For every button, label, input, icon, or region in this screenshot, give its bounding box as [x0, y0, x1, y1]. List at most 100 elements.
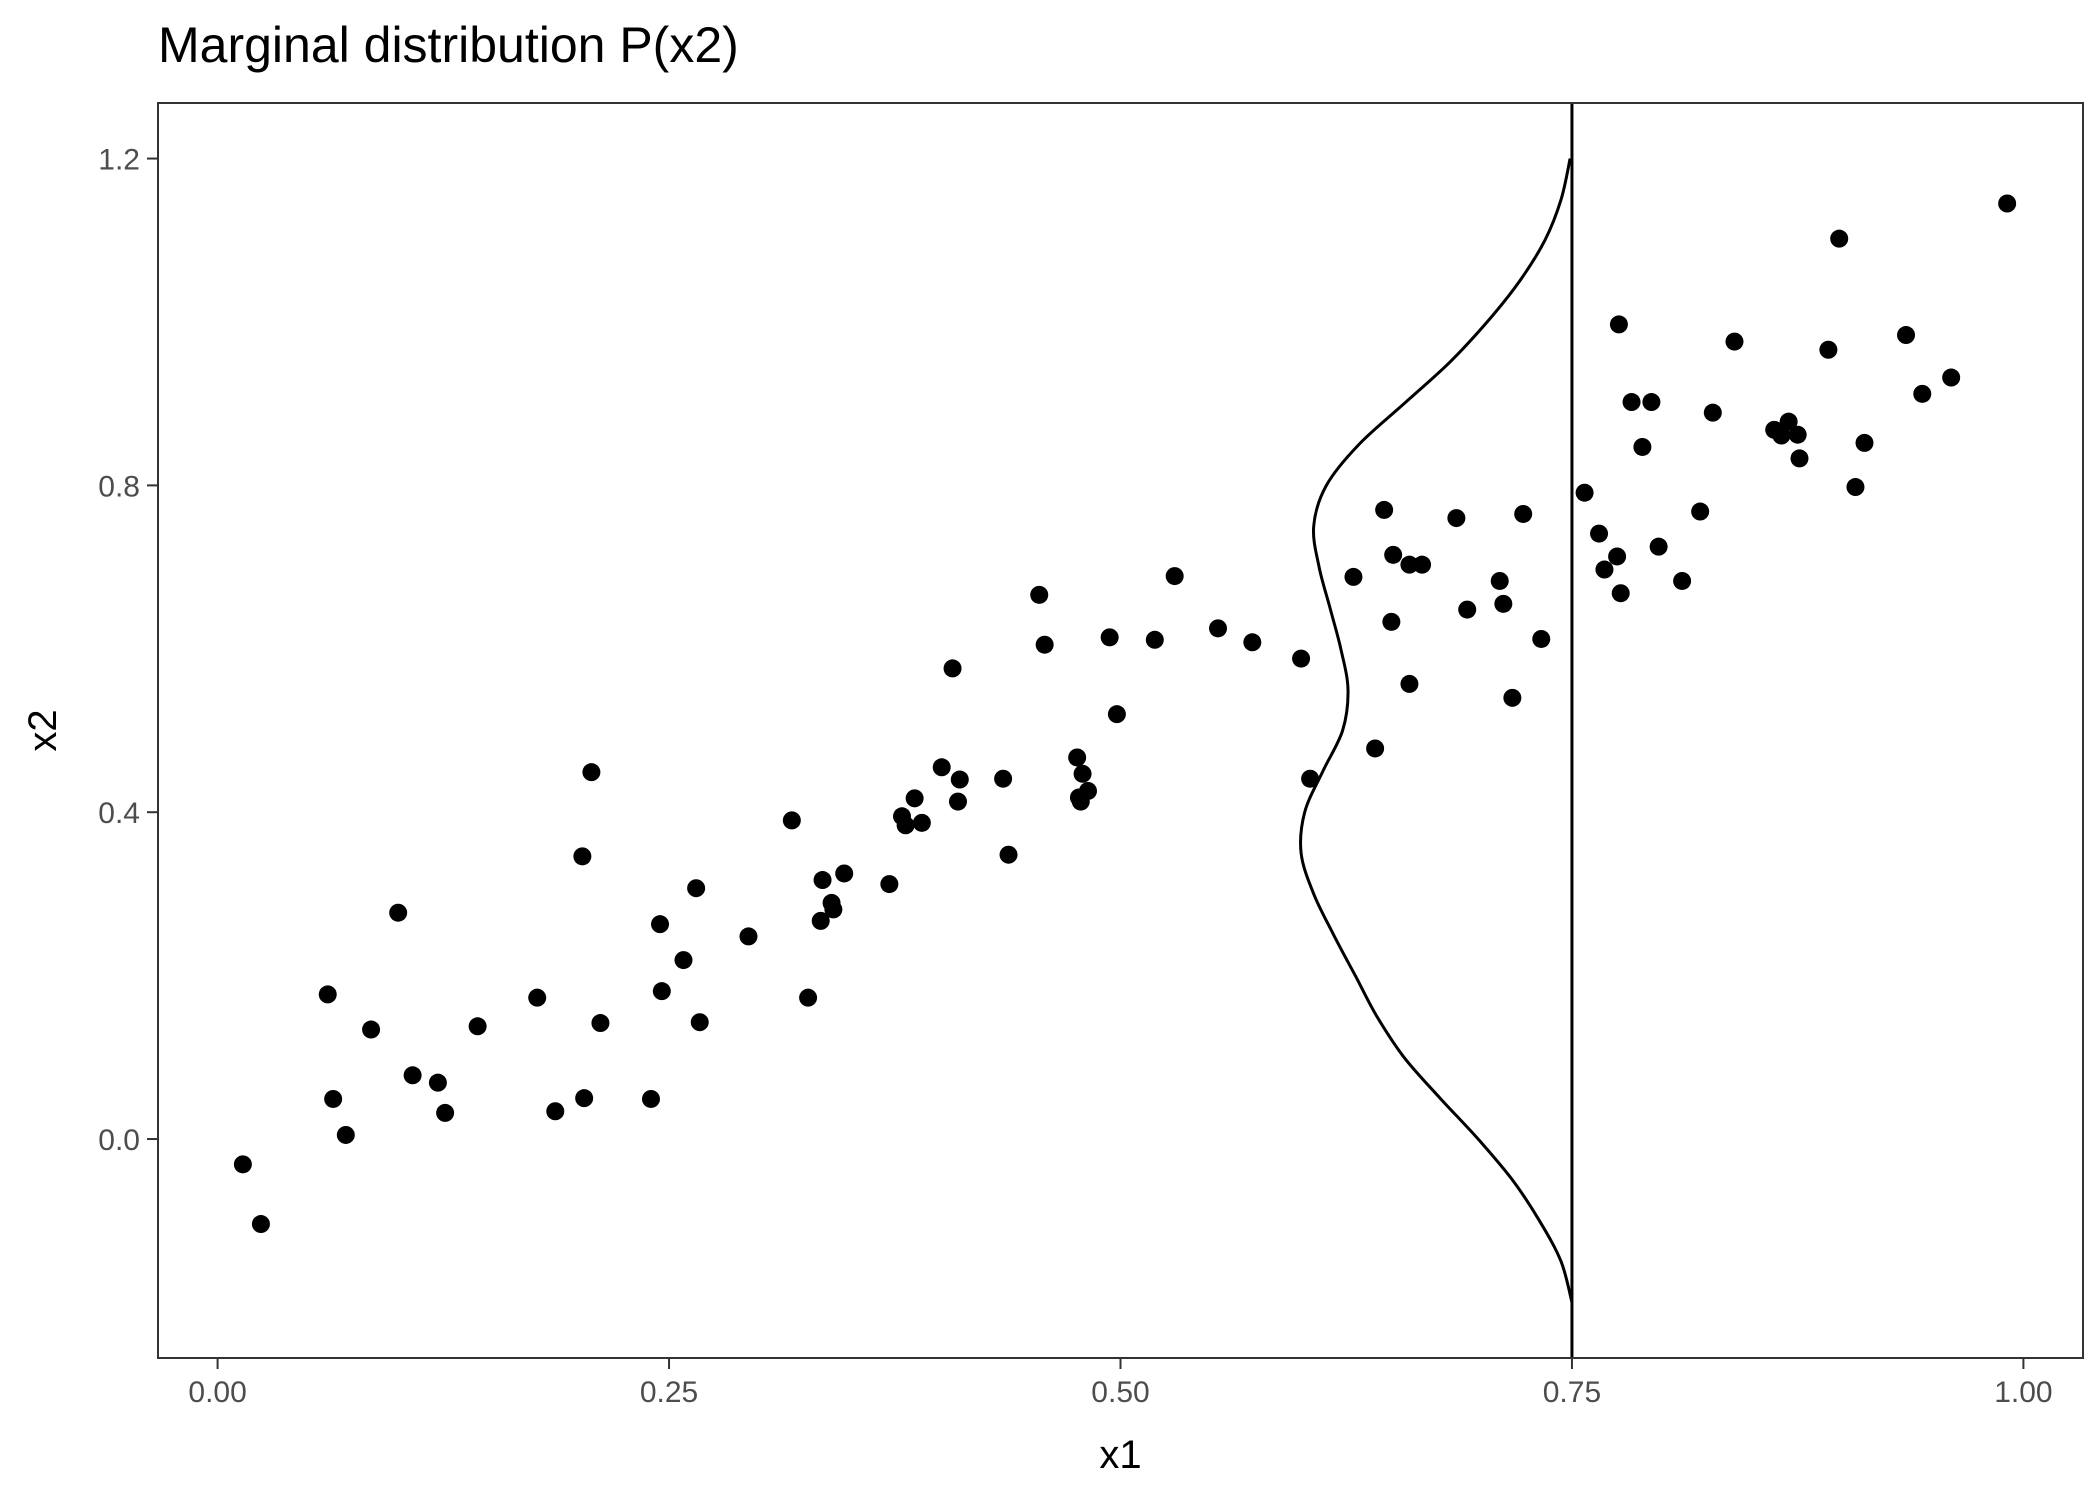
scatter-point	[1100, 628, 1119, 647]
scatter-point	[1855, 433, 1874, 452]
scatter-point	[403, 1066, 422, 1085]
scatter-point	[389, 903, 408, 922]
scatter-point	[1366, 739, 1385, 758]
scatter-point	[880, 875, 899, 894]
x-axis: 0.00 0.25 0.50 0.75 1.00	[188, 1358, 2053, 1409]
scatter-point	[336, 1125, 355, 1144]
scatter-point	[1382, 612, 1401, 631]
scatter-point	[1779, 412, 1798, 431]
scatter-point	[1384, 545, 1403, 564]
scatter-point	[674, 951, 693, 970]
scatter-point	[1725, 332, 1744, 351]
scatter-point	[950, 770, 969, 789]
y-tick-label: 0.0	[98, 1124, 140, 1157]
scatter-point	[811, 911, 830, 930]
scatter-point	[1642, 393, 1661, 412]
scatter-point	[799, 988, 818, 1007]
scatter-point	[1772, 426, 1791, 445]
scatter-point	[1788, 425, 1807, 444]
x-tick-label: 0.00	[188, 1376, 246, 1409]
scatter-points-layer	[233, 194, 2017, 1234]
scatter-point	[324, 1089, 343, 1108]
scatter-point	[1703, 403, 1722, 422]
scatter-point	[468, 1017, 487, 1036]
scatter-point	[1691, 502, 1710, 521]
scatter-point	[739, 927, 758, 946]
scatter-point	[318, 985, 337, 1004]
x-tick-label: 1.00	[1994, 1376, 2052, 1409]
scatter-point	[1413, 555, 1432, 574]
scatter-point	[1344, 567, 1363, 586]
scatter-point	[1301, 769, 1320, 788]
scatter-point	[1649, 537, 1668, 556]
scatter-point	[436, 1103, 455, 1122]
y-axis-title: x2	[21, 709, 65, 751]
scatter-point	[1532, 629, 1551, 648]
scatter-point	[362, 1020, 381, 1039]
scatter-point	[1608, 547, 1627, 566]
scatter-point	[824, 900, 843, 919]
scatter-point	[943, 659, 962, 678]
scatter-point	[573, 847, 592, 866]
scatter-point	[1595, 560, 1614, 579]
scatter-point	[1622, 393, 1641, 412]
chart-title: Marginal distribution P(x2)	[158, 17, 739, 73]
scatter-point	[1503, 688, 1522, 707]
scatter-point	[1447, 509, 1466, 528]
scatter-point	[1145, 630, 1164, 649]
y-axis: 0.0 0.4 0.8 1.2	[98, 144, 158, 1157]
x-tick-label: 0.25	[640, 1376, 698, 1409]
scatter-point	[690, 1013, 709, 1032]
scatter-point	[1209, 619, 1228, 638]
scatter-point	[1897, 326, 1916, 345]
y-tick-label: 0.8	[98, 470, 140, 503]
scatter-point	[652, 982, 671, 1001]
scatter-point	[813, 871, 832, 890]
scatter-point	[1035, 635, 1054, 654]
scatter-point	[651, 915, 670, 934]
scatter-point	[1611, 584, 1630, 603]
y-tick-label: 1.2	[98, 144, 140, 177]
scatter-point	[1030, 585, 1049, 604]
x-tick-label: 0.50	[1091, 1376, 1149, 1409]
scatter-point	[1107, 705, 1126, 724]
scatter-point	[1490, 571, 1509, 590]
scatter-point	[1790, 449, 1809, 468]
scatter-point	[994, 769, 1013, 788]
marginal-density-layer	[1299, 158, 1574, 1303]
scatter-point	[582, 763, 601, 782]
scatter-point	[1673, 571, 1692, 590]
scatter-point	[1292, 649, 1311, 668]
scatter-point	[1575, 483, 1594, 502]
scatter-point	[999, 845, 1018, 864]
scatter-point	[782, 811, 801, 830]
scatter-point	[1846, 478, 1865, 497]
scatter-point	[591, 1014, 610, 1033]
scatter-point	[1590, 524, 1609, 543]
scatter-point	[233, 1155, 252, 1174]
scatter-point	[1073, 764, 1092, 783]
scatter-point	[1375, 500, 1394, 519]
x-tick-label: 0.75	[1543, 1376, 1601, 1409]
scatter-point	[1830, 229, 1849, 248]
scatter-point	[1458, 600, 1477, 619]
scatter-point	[912, 813, 931, 832]
scatter-point	[948, 792, 967, 811]
scatter-point	[1913, 384, 1932, 403]
scatter-point	[1243, 633, 1262, 652]
scatter-point	[1494, 594, 1513, 613]
scatter-point	[528, 988, 547, 1007]
scatter-point	[896, 816, 915, 835]
scatter-point	[1609, 315, 1628, 334]
scatter-point	[1998, 194, 2017, 213]
scatter-point	[1400, 555, 1419, 574]
scatter-point	[905, 789, 924, 808]
scatter-point	[546, 1102, 565, 1121]
scatter-point	[835, 864, 854, 883]
scatter-point	[1819, 340, 1838, 359]
scatter-point	[251, 1215, 270, 1234]
scatter-point	[1633, 437, 1652, 456]
scatter-point	[932, 758, 951, 777]
